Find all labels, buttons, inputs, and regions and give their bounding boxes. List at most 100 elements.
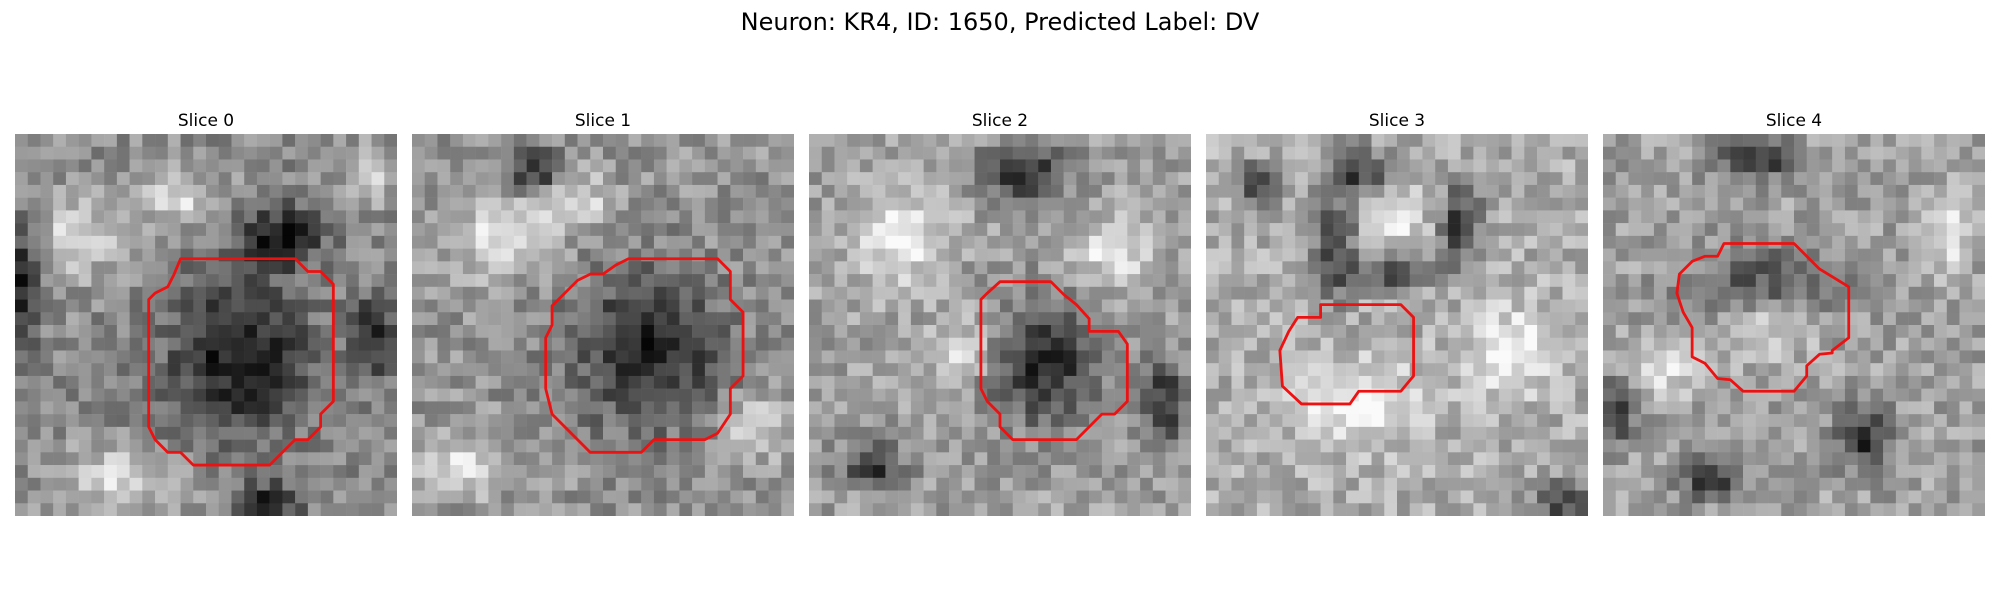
pixel: [847, 325, 861, 338]
pixel: [437, 426, 451, 440]
pixel: [1524, 197, 1538, 211]
pixel: [1549, 325, 1563, 338]
pixel: [231, 426, 245, 440]
pixel: [910, 197, 924, 211]
pixel: [692, 261, 706, 275]
pixel: [15, 274, 28, 288]
pixel: [1524, 159, 1538, 173]
pixel: [834, 452, 848, 466]
pixel: [936, 490, 950, 504]
pixel: [424, 363, 438, 377]
pixel: [859, 210, 873, 224]
pixel: [1114, 452, 1128, 466]
pixel: [1844, 146, 1858, 160]
pixel: [704, 223, 718, 237]
pixel: [1781, 337, 1795, 351]
pixel: [1050, 388, 1064, 402]
pixel: [231, 401, 245, 415]
pixel: [1127, 299, 1141, 313]
pixel: [320, 274, 334, 288]
pixel: [1063, 414, 1077, 428]
pixel: [295, 184, 309, 198]
pixel: [1575, 274, 1588, 288]
pixel: [1409, 350, 1423, 364]
pixel: [936, 401, 950, 415]
pixel: [333, 312, 347, 326]
pixel: [1038, 439, 1052, 453]
pixel: [1025, 312, 1039, 326]
pixel: [590, 477, 604, 491]
pixel: [1641, 465, 1655, 479]
pixel: [91, 134, 105, 147]
pixel: [1063, 465, 1077, 479]
pixel: [552, 375, 566, 389]
pixel: [180, 299, 194, 313]
pixel: [1114, 503, 1128, 516]
pixel: [564, 414, 578, 428]
pixel: [1562, 134, 1576, 147]
pixel: [193, 452, 207, 466]
pixel: [1921, 223, 1935, 237]
pixel: [40, 503, 54, 516]
pixel: [1307, 477, 1321, 491]
pixel: [358, 261, 372, 275]
pixel: [437, 325, 451, 338]
pixel: [679, 503, 693, 516]
pixel: [1165, 210, 1179, 224]
pixel: [1730, 248, 1744, 262]
pixel: [564, 439, 578, 453]
pixel: [1972, 134, 1985, 147]
pixel: [1114, 490, 1128, 504]
pixel: [1050, 261, 1064, 275]
pixel: [65, 159, 79, 173]
pixel: [1717, 452, 1731, 466]
pixel: [15, 401, 28, 415]
pixel: [1666, 248, 1680, 262]
pixel: [40, 363, 54, 377]
pixel: [1921, 197, 1935, 211]
pixel: [1628, 197, 1642, 211]
pixel: [1346, 197, 1360, 211]
pixel: [295, 337, 309, 351]
pixel: [1435, 172, 1449, 186]
pixel: [384, 261, 397, 275]
pixel: [1397, 426, 1410, 440]
pixel: [91, 363, 105, 377]
pixel: [1256, 146, 1270, 160]
pixel: [155, 388, 169, 402]
pixel: [859, 223, 873, 237]
pixel: [1641, 325, 1655, 338]
slice-title-4: Slice 4: [1765, 111, 1823, 131]
pixel: [104, 337, 118, 351]
pixel: [218, 490, 232, 504]
pixel: [307, 375, 321, 389]
pixel: [91, 210, 105, 224]
pixel: [1397, 146, 1410, 160]
pixel: [603, 134, 616, 147]
pixel: [40, 197, 54, 211]
pixel: [974, 159, 988, 173]
pixel: [384, 235, 397, 249]
pixel: [116, 325, 130, 338]
pixel: [1857, 274, 1871, 288]
pixel: [269, 363, 283, 377]
pixel: [847, 159, 861, 173]
pixel: [1844, 439, 1858, 453]
pixel: [1870, 286, 1884, 300]
pixel: [1857, 235, 1871, 249]
pixel: [475, 223, 489, 237]
pixel: [1921, 414, 1935, 428]
pixel: [1384, 337, 1398, 351]
pixel: [717, 350, 731, 364]
pixel: [1524, 299, 1538, 313]
pixel: [1206, 477, 1219, 491]
pixel: [116, 223, 130, 237]
pixel: [1089, 426, 1103, 440]
pixel: [552, 172, 566, 186]
pixel: [821, 172, 835, 186]
pixel: [1972, 159, 1985, 173]
pixel: [859, 503, 873, 516]
pixel: [1498, 375, 1512, 389]
pixel: [1101, 439, 1115, 453]
pixel: [730, 184, 744, 198]
